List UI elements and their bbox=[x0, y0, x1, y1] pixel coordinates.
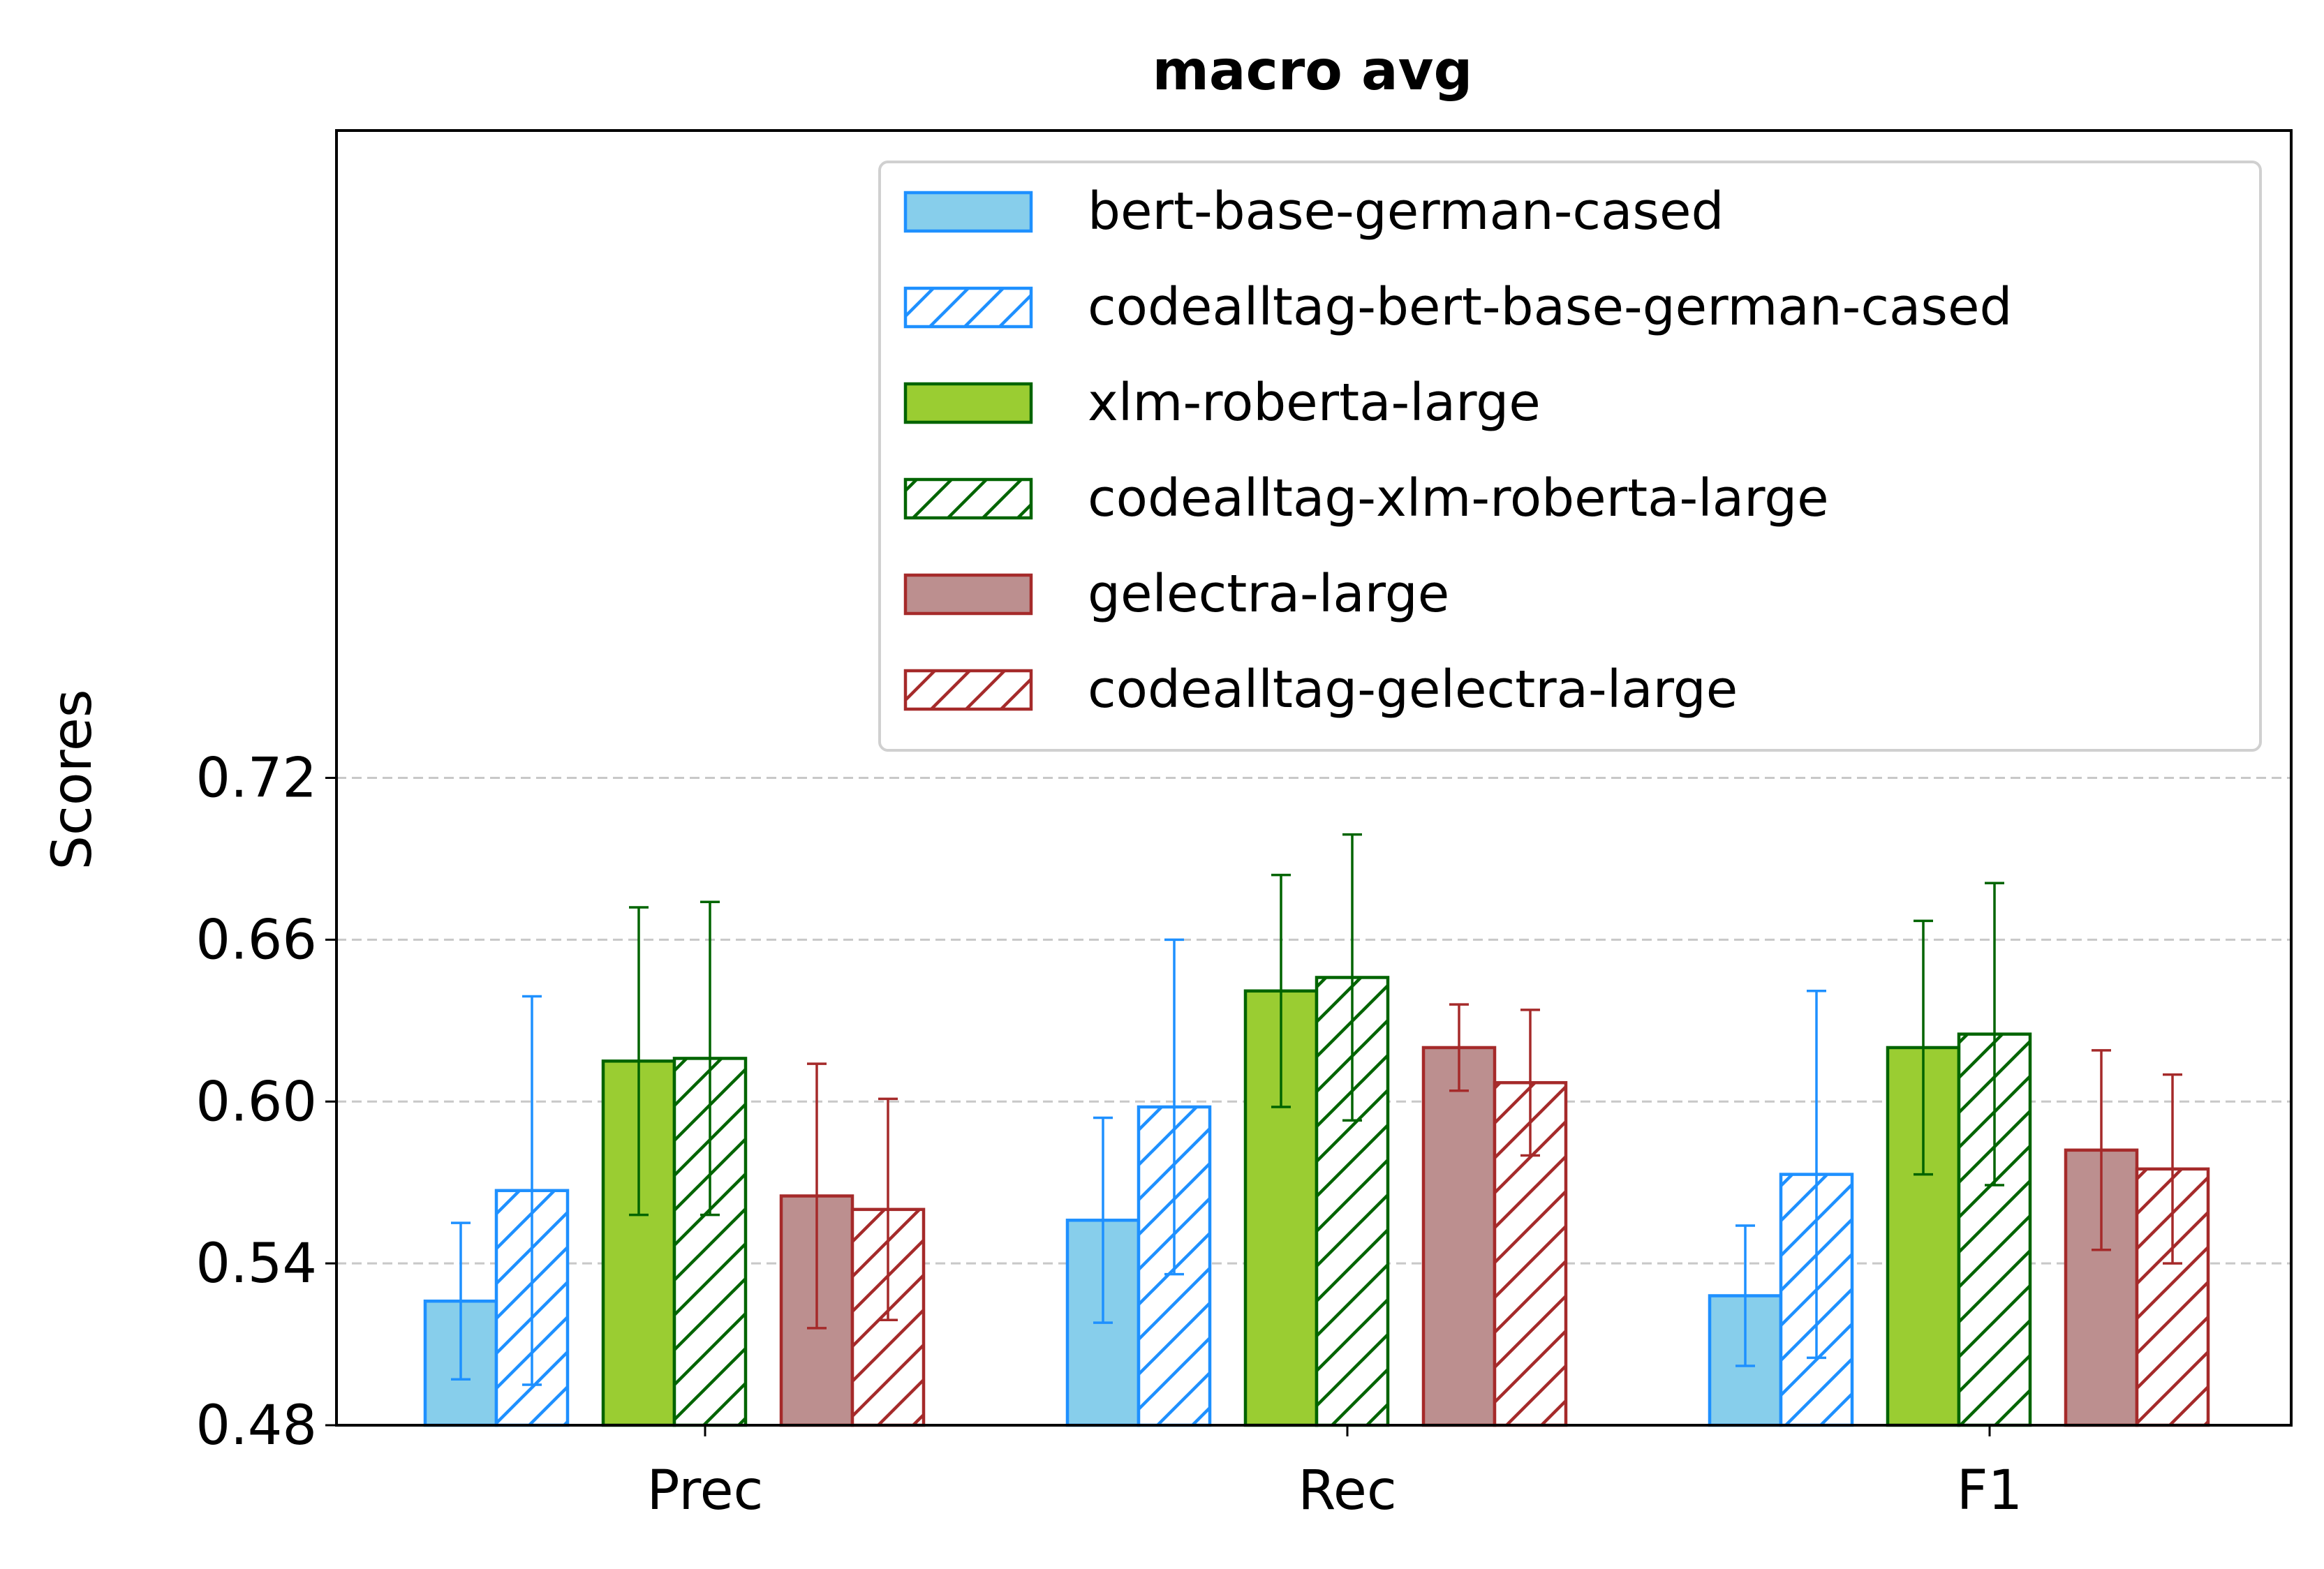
y-axis-ticks: 0.48 0.54 0.60 0.66 0.72 bbox=[195, 748, 336, 1457]
legend-label: codealltag-bert-base-german-cased bbox=[1088, 277, 2012, 337]
legend-label: codealltag-xlm-roberta-large bbox=[1088, 468, 1829, 528]
legend-swatch bbox=[903, 286, 1033, 329]
y-axis-label: Scores bbox=[41, 689, 104, 870]
legend-label: codealltag-gelectra-large bbox=[1088, 660, 1738, 720]
x-axis-ticks: Prec Rec F1 bbox=[647, 1425, 2023, 1522]
legend-swatch bbox=[903, 382, 1033, 424]
y-tick-label: 0.48 bbox=[195, 1395, 317, 1457]
bar bbox=[1421, 1046, 1497, 1427]
y-tick-label: 0.66 bbox=[195, 909, 317, 972]
legend-swatch bbox=[903, 669, 1033, 711]
chart-title: macro avg bbox=[1153, 40, 1473, 103]
bars bbox=[423, 976, 2210, 1427]
legend-box bbox=[878, 161, 2262, 752]
legend-label: xlm-roberta-large bbox=[1088, 373, 1541, 433]
legend-label: gelectra-large bbox=[1088, 564, 1449, 624]
y-tick-label: 0.72 bbox=[195, 748, 317, 810]
x-tick-label: Prec bbox=[647, 1459, 764, 1522]
legend-swatch bbox=[903, 191, 1033, 233]
legend-label: bert-base-german-cased bbox=[1088, 181, 1724, 241]
x-tick-label: Rec bbox=[1298, 1459, 1397, 1522]
legend: bert-base-german-cased codealltag-bert-ba… bbox=[878, 161, 2262, 752]
legend-swatch bbox=[903, 477, 1033, 520]
y-tick-label: 0.60 bbox=[195, 1071, 317, 1133]
legend-swatch bbox=[903, 573, 1033, 616]
error-bars bbox=[451, 833, 2182, 1386]
x-tick-label: F1 bbox=[1957, 1459, 2023, 1522]
y-tick-label: 0.54 bbox=[195, 1233, 317, 1295]
